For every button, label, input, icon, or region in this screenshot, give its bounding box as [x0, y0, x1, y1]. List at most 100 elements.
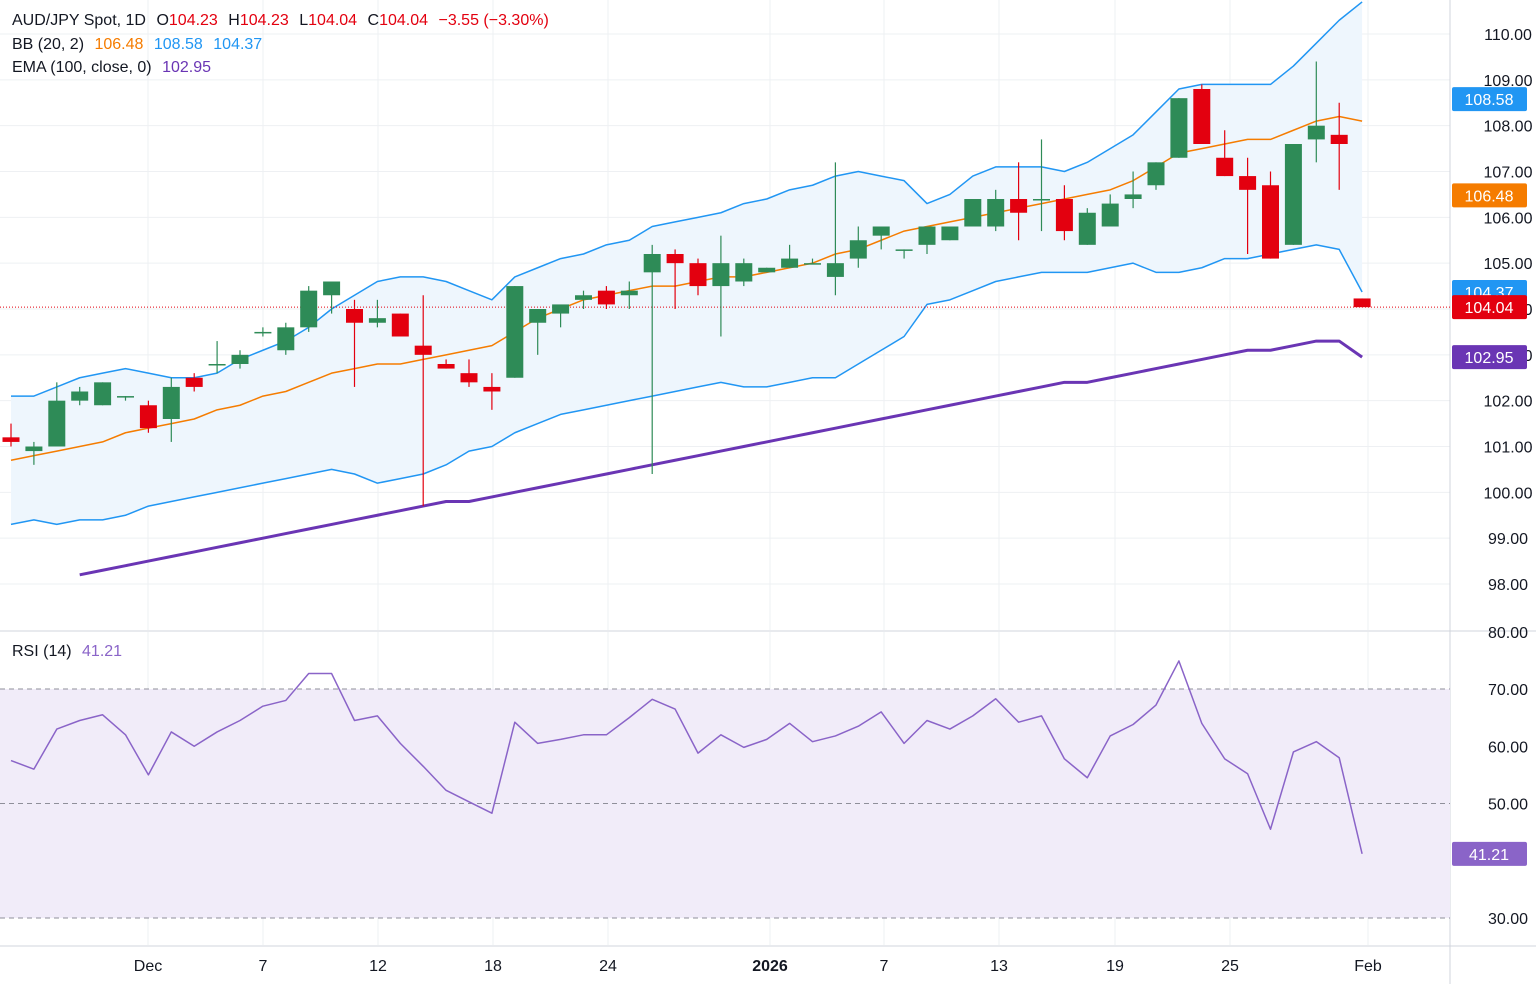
bb-mid-tag-text: 106.48: [1465, 188, 1514, 205]
candle-body: [1033, 199, 1050, 201]
bb-legend[interactable]: BB (20, 2) 106.48 108.58 104.37: [12, 36, 268, 54]
candle-body: [689, 263, 707, 287]
open-value: 104.23: [168, 12, 218, 29]
candle: [1307, 61, 1325, 163]
candle-body: [735, 263, 753, 282]
bb-mid-tag-bg: [1452, 183, 1527, 208]
candle: [368, 299, 386, 328]
candle: [162, 377, 180, 442]
rsi-tick-label: 30.00: [1488, 911, 1528, 928]
candle-body: [964, 199, 982, 227]
candle-body: [918, 226, 936, 245]
time-tick-label: 12: [369, 958, 387, 975]
time-tick-label: Dec: [134, 958, 162, 975]
rsi-tick-label: 80.00: [1488, 625, 1528, 642]
candle-body: [552, 304, 570, 314]
bb-mid-tag: 106.48: [1452, 183, 1527, 208]
candle-body: [941, 226, 959, 241]
open-label: O: [156, 12, 169, 29]
candle: [1101, 194, 1119, 227]
candle: [346, 299, 363, 387]
rsi-tick-label: 60.00: [1488, 739, 1528, 756]
candle: [139, 400, 157, 433]
candle: [849, 226, 867, 268]
rsi-tag-text: 41.21: [1469, 847, 1509, 864]
low-value: 104.04: [308, 12, 358, 29]
candle-body: [71, 391, 89, 401]
change-value: −3.55 (−3.30%): [438, 12, 549, 29]
rsi-line: [10, 660, 1363, 854]
candle-body: [1307, 125, 1325, 140]
candle-body: [1239, 176, 1257, 190]
time-tick-label: 19: [1106, 958, 1124, 975]
candle-body: [346, 309, 363, 323]
rsi-pane: [0, 660, 1450, 919]
bb-upper-tag-bg: [1452, 87, 1527, 112]
candle-body: [597, 290, 615, 305]
symbol-label[interactable]: AUD/JPY Spot, 1D: [12, 12, 146, 29]
candle-body: [254, 331, 272, 334]
candle: [964, 199, 982, 227]
bollinger-band-area: [11, 1, 1363, 525]
candle-body: [620, 290, 638, 296]
ema-legend[interactable]: EMA (100, close, 0) 102.95: [12, 59, 217, 77]
candle-body: [781, 258, 799, 268]
candle-body: [391, 313, 409, 337]
time-tick-label: 2026: [752, 958, 788, 975]
time-tick-label: 25: [1221, 958, 1239, 975]
candle: [575, 290, 592, 309]
candle-body: [185, 377, 203, 387]
rsi-legend[interactable]: RSI (14) 41.21: [12, 643, 128, 661]
candle-body: [1284, 144, 1302, 245]
candle: [94, 382, 112, 406]
bollinger-band-fill: [11, 1, 1363, 525]
price-axis[interactable]: 110.00109.00108.00107.00106.00105.00104.…: [1484, 27, 1533, 928]
candle: [300, 286, 318, 332]
ema-value: 102.95: [162, 59, 212, 76]
time-axis[interactable]: Dec 7 12 18 24 2026 7 13 19 25 Feb: [134, 958, 1382, 975]
candle: [71, 386, 89, 406]
candle: [1010, 162, 1028, 241]
price-tick-label: 108.00: [1484, 119, 1533, 136]
candle-body: [1147, 162, 1165, 186]
candle-body: [666, 254, 684, 264]
time-tick-label: 24: [599, 958, 617, 975]
ema-tag-bg: [1452, 345, 1527, 370]
candle: [1239, 157, 1257, 254]
candle: [529, 309, 547, 355]
bb-mid-value: 106.48: [94, 36, 144, 53]
candle: [323, 281, 341, 314]
candle-body: [1216, 157, 1234, 177]
candle-body: [1170, 98, 1188, 158]
candle-body: [1010, 199, 1028, 213]
close-label: C: [367, 12, 380, 29]
candle: [987, 189, 1005, 232]
candle: [597, 286, 615, 309]
candle-body: [460, 373, 478, 383]
ema-tag: 102.95: [1452, 345, 1527, 370]
candle: [941, 226, 959, 241]
candle-body: [94, 382, 112, 406]
candle-body: [48, 400, 66, 447]
candle-body: [277, 327, 295, 351]
candle-body: [231, 354, 249, 364]
price-tick-label: 106.00: [1484, 210, 1533, 227]
candle: [1216, 130, 1234, 177]
rsi-tick-label: 50.00: [1488, 797, 1528, 814]
candle-body: [2, 437, 20, 442]
rsi-tag-bg: [1452, 841, 1527, 866]
candle: [117, 396, 134, 401]
candle: [1124, 171, 1142, 209]
candle: [895, 249, 913, 259]
candle-body: [1101, 203, 1119, 227]
candle-body: [895, 249, 913, 251]
bb-label: BB (20, 2): [12, 36, 85, 53]
candle-body: [529, 309, 547, 323]
candle: [483, 373, 501, 410]
price-tick-label: 105.00: [1484, 256, 1533, 273]
candle: [254, 327, 272, 337]
candle: [1078, 208, 1096, 245]
candles: [2, 61, 1371, 507]
candle: [872, 226, 890, 250]
